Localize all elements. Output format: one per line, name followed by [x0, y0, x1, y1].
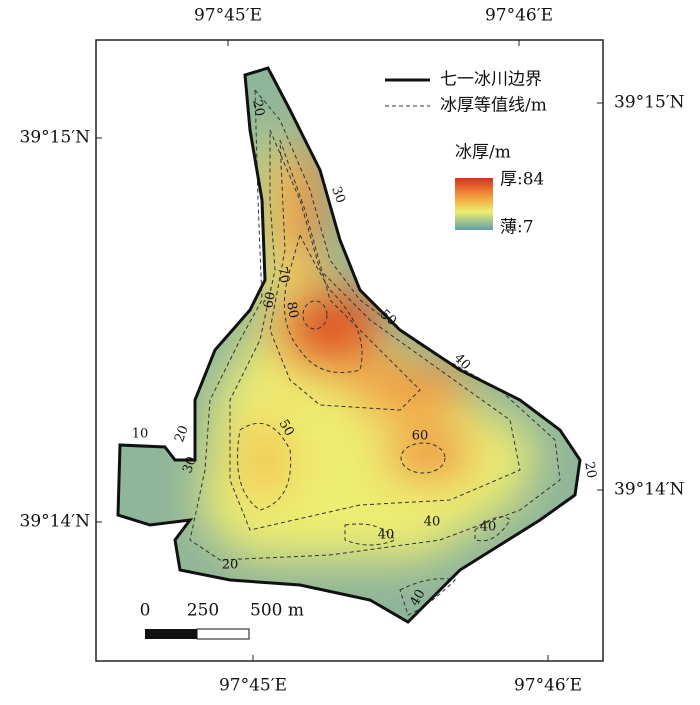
colorbar: [455, 178, 493, 230]
contour-label: 60: [412, 429, 429, 444]
contour-label: 50: [275, 417, 296, 439]
contour-lines: [189, 88, 561, 616]
contour-label: 40: [378, 528, 395, 543]
left-coord-label: 39°14′N: [20, 512, 91, 532]
scale-bar-label: 0: [140, 601, 151, 621]
top-coord-label: 97°46′E: [485, 6, 553, 26]
right-coord-label: 39°15′N: [614, 93, 685, 113]
contour-label: 60: [261, 291, 279, 310]
colorbar-title: 冰厚/m: [455, 143, 511, 163]
contour-label: 20: [172, 424, 192, 445]
scale-bar-black: [145, 629, 197, 639]
top-coord-label: 97°45′E: [194, 6, 262, 26]
contour-label: 10: [132, 427, 149, 442]
contour-label: 70: [274, 266, 292, 285]
map-frame: [95, 39, 604, 662]
contour-label: 30: [328, 185, 348, 206]
legend-contour: 冰厚等值线/m: [440, 96, 547, 116]
contour-label: 40: [424, 515, 441, 530]
bottom-coord-label: 97°45′E: [219, 676, 287, 696]
colorbar-min: 薄:7: [500, 218, 534, 238]
thickness-surface: [118, 68, 580, 622]
contour-label: 40: [480, 520, 497, 535]
contour-label: 20: [581, 461, 599, 480]
contour-label: 20: [249, 99, 267, 118]
right-coord-label: 39°14′N: [614, 480, 685, 500]
bottom-coord-label: 97°46′E: [514, 676, 582, 696]
scale-bar-label: 500 m: [250, 601, 304, 621]
scale-bar-label: 250: [187, 601, 219, 621]
colorbar-max: 厚:84: [500, 170, 544, 190]
legend-boundary: 七一冰川边界: [440, 70, 542, 90]
contour-label: 40: [407, 587, 428, 609]
left-coord-label: 39°15′N: [20, 128, 91, 148]
contour-label: 30: [180, 455, 200, 476]
contour-label: 20: [222, 558, 239, 573]
scale-bar-white: [196, 628, 250, 640]
contour-label: 80: [283, 301, 301, 320]
